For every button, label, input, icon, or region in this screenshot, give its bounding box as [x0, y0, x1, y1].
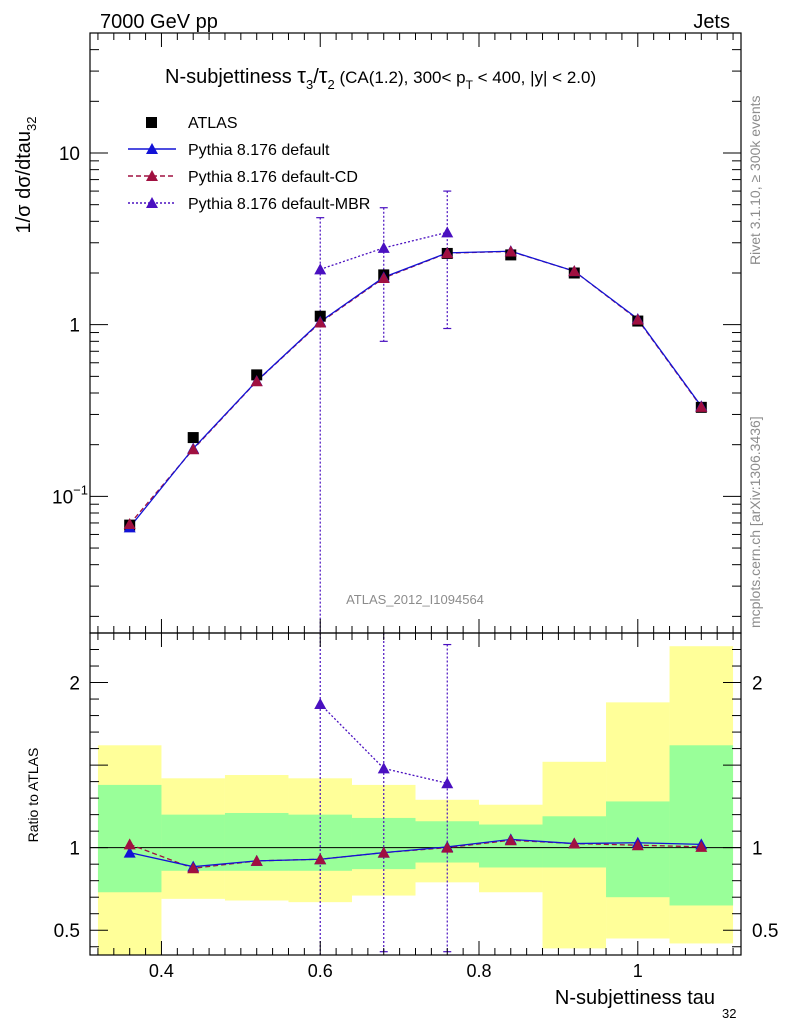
x-tick-label: 0.6 — [308, 961, 333, 981]
cd-ratio-point-4 — [377, 846, 390, 858]
mbr-ratio-point-1 — [377, 762, 390, 774]
cd-ratio-point-1 — [187, 862, 200, 874]
band-green-9 — [669, 745, 734, 906]
legend-label-default: Pythia 8.176 default — [188, 142, 330, 159]
default-ratio-point-0 — [123, 846, 136, 858]
legend-label-atlas: ATLAS — [188, 115, 238, 132]
ratio-tick-label-left: 0.5 — [54, 921, 80, 942]
legend-label-mbr: Pythia 8.176 default-MBR — [188, 196, 370, 213]
mbr-point-0 — [314, 263, 327, 275]
ratio-tick-label-left: 2 — [69, 674, 80, 695]
atlas-point-2 — [251, 369, 263, 381]
ratio-tick-label-right: 1 — [752, 839, 763, 860]
mbr-ratio-point-2 — [441, 777, 454, 789]
cd-ratio-point-5 — [441, 841, 454, 853]
mbr-point-1 — [377, 241, 390, 253]
cd-point-5 — [441, 247, 454, 259]
cd-point-0 — [123, 518, 136, 530]
cd-point-8 — [631, 313, 644, 325]
x-axis-label: N-subjettiness tau — [555, 987, 715, 1009]
line-default-ratio — [129, 838, 702, 868]
legend-marker-cd — [146, 170, 158, 181]
cd-ratio-point-0 — [123, 838, 136, 850]
line-mbr-ratio — [319, 703, 448, 784]
legend-marker-default — [146, 143, 158, 154]
ratio-y-label: Ratio to ATLAS — [25, 748, 41, 843]
cd-ratio-point-3 — [314, 853, 327, 865]
y-tick-label: 10 — [59, 144, 80, 165]
cd-ratio-point-6 — [504, 834, 517, 846]
cd-ratio-point-9 — [695, 840, 708, 852]
ratio-tick-label-left: 1 — [69, 839, 80, 860]
cd-point-2 — [250, 375, 263, 387]
cd-ratio-point-2 — [250, 854, 263, 866]
line-cd-main — [129, 250, 702, 525]
x-tick-label: 0.8 — [466, 961, 491, 981]
legend-label-cd: Pythia 8.176 default-CD — [188, 169, 358, 186]
header-right: Jets — [693, 11, 730, 33]
cd-point-7 — [568, 265, 581, 277]
axis-ticks: 0.4 0.6 0.8 1 10−1 1 10 0.5 0.5 1 1 2 2 — [52, 32, 778, 981]
legend: ATLAS Pythia 8.176 default Pythia 8.176 … — [128, 115, 370, 213]
x-axis-label-sub: 32 — [722, 1006, 736, 1021]
analysis-label: ATLAS_2012_I1094564 — [346, 592, 484, 607]
atlas-point-1 — [187, 432, 199, 444]
cd-point-3 — [314, 316, 327, 328]
cd-point-1 — [187, 443, 200, 455]
x-tick-label: 0.4 — [149, 961, 174, 981]
header-left: 7000 GeV pp — [100, 11, 218, 33]
cd-point-6 — [504, 245, 517, 257]
plot-title: N-subjettiness τ3/τ2 (CA(1.2), 300< pT <… — [165, 63, 596, 92]
y-axis-label: 1/σ dσ/dtau32 — [13, 117, 39, 234]
main-plot-content — [123, 190, 708, 633]
band-green-6 — [479, 824, 543, 868]
mbr-point-2 — [441, 226, 454, 238]
line-default-main — [129, 250, 702, 528]
y-tick-label: 10−1 — [52, 482, 88, 508]
x-tick-label: 1 — [633, 961, 643, 981]
ratio-bands — [90, 646, 741, 955]
mbr-ratio-point-0 — [314, 698, 327, 710]
legend-marker-atlas — [146, 117, 157, 128]
legend-marker-mbr — [146, 197, 158, 208]
ratio-plot-content — [123, 633, 708, 955]
cd-point-9 — [695, 400, 708, 412]
cd-point-4 — [377, 272, 390, 284]
rivet-label: Rivet 3.1.10, ≥ 300k events — [747, 95, 763, 265]
ratio-tick-label-right: 2 — [752, 674, 763, 695]
mcplots-label: mcplots.cern.ch [arXiv:1306.3436] — [747, 416, 763, 628]
cd-ratio-point-8 — [631, 839, 644, 851]
ratio-tick-label-right: 0.5 — [752, 921, 778, 942]
y-tick-label: 1 — [69, 316, 80, 337]
cd-ratio-point-7 — [568, 837, 581, 849]
